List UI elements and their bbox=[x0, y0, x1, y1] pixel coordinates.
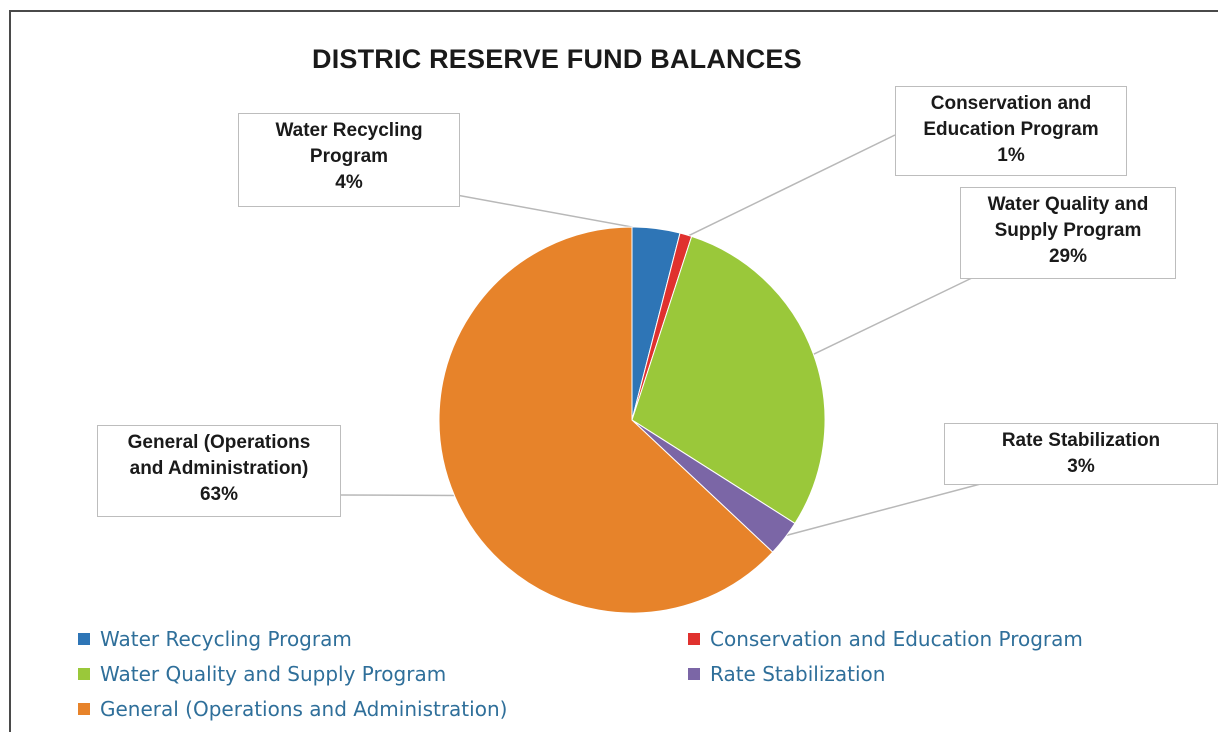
pie-slice-general-operations-and-administration bbox=[438, 226, 774, 614]
leader-lines bbox=[339, 134, 989, 538]
legend-swatch bbox=[78, 633, 90, 645]
legend-label: Rate Stabilization bbox=[710, 662, 886, 686]
legend-swatch bbox=[78, 668, 90, 680]
data-label-general-operations: General (Operations and Administration) … bbox=[97, 425, 341, 517]
pie-slice-water-quality-and-supply-program bbox=[631, 235, 826, 525]
legend-swatch bbox=[688, 633, 700, 645]
legend-label: Water Recycling Program bbox=[100, 627, 352, 651]
data-label-water-quality-supply: Water Quality and Supply Program 29% bbox=[960, 187, 1176, 279]
legend-label: Water Quality and Supply Program bbox=[100, 662, 447, 686]
pie-slices bbox=[438, 226, 826, 614]
leader-line-water-recycling-program bbox=[439, 191, 656, 233]
legend-item: Water Recycling Program bbox=[78, 627, 352, 651]
legend-label: General (Operations and Administration) bbox=[100, 697, 508, 721]
chart-title: DISTRIC RESERVE FUND BALANCES bbox=[312, 44, 802, 74]
chart-frame bbox=[9, 10, 1218, 732]
legend-swatch bbox=[688, 668, 700, 680]
leader-line-rate-stabilization bbox=[782, 481, 989, 538]
legend-swatch bbox=[78, 703, 90, 715]
legend-item: Water Quality and Supply Program bbox=[78, 662, 446, 686]
legend-label: Conservation and Education Program bbox=[710, 627, 1083, 651]
data-label-water-recycling: Water Recycling Program 4% bbox=[238, 113, 460, 207]
legend-item: General (Operations and Administration) bbox=[78, 697, 507, 721]
data-label-conservation-education: Conservation and Education Program 1% bbox=[895, 86, 1127, 176]
legend-item: Conservation and Education Program bbox=[688, 627, 1083, 651]
leader-line-water-quality-and-supply-program bbox=[810, 275, 977, 357]
legend-item: Rate Stabilization bbox=[688, 662, 885, 686]
leader-line-conservation-and-education-program bbox=[684, 134, 896, 239]
data-label-rate-stabilization: Rate Stabilization 3% bbox=[944, 423, 1218, 485]
